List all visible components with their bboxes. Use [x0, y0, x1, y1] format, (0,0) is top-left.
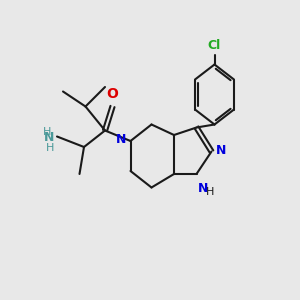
Text: N: N [116, 133, 126, 146]
Text: H: H [206, 187, 214, 196]
Text: Cl: Cl [208, 39, 221, 52]
Text: H: H [43, 127, 52, 137]
Text: N: N [216, 143, 226, 157]
Text: H: H [46, 143, 54, 153]
Text: N: N [198, 182, 208, 194]
Text: O: O [106, 87, 119, 101]
Text: N: N [44, 131, 54, 144]
